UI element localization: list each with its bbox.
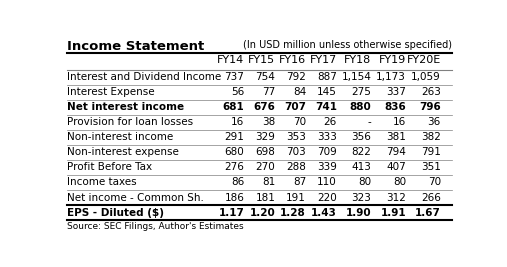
Text: 36: 36 (427, 117, 441, 127)
Text: 84: 84 (293, 88, 306, 97)
Text: 1.17: 1.17 (219, 207, 244, 218)
Text: 836: 836 (384, 103, 406, 112)
Text: 333: 333 (317, 132, 337, 143)
Text: 1,173: 1,173 (376, 72, 406, 83)
Text: Source: SEC Filings, Author's Estimates: Source: SEC Filings, Author's Estimates (67, 222, 244, 231)
Text: 707: 707 (284, 103, 306, 112)
Text: Interest Expense: Interest Expense (67, 88, 155, 97)
Text: 413: 413 (352, 163, 372, 172)
Text: 80: 80 (358, 178, 372, 187)
Text: 796: 796 (419, 103, 441, 112)
Text: 263: 263 (421, 88, 441, 97)
Text: 291: 291 (225, 132, 244, 143)
Text: Net interest income: Net interest income (67, 103, 185, 112)
Text: 26: 26 (323, 117, 337, 127)
Text: 676: 676 (254, 103, 275, 112)
Text: 312: 312 (386, 193, 406, 202)
Text: Income taxes: Income taxes (67, 178, 137, 187)
Text: 16: 16 (393, 117, 406, 127)
Text: FY17: FY17 (310, 55, 337, 65)
Text: 329: 329 (256, 132, 275, 143)
Text: EPS - Diluted ($): EPS - Diluted ($) (67, 207, 164, 218)
Text: 110: 110 (317, 178, 337, 187)
Text: 220: 220 (317, 193, 337, 202)
Text: 709: 709 (317, 147, 337, 158)
Text: 77: 77 (262, 88, 275, 97)
Text: Provision for loan losses: Provision for loan losses (67, 117, 194, 127)
Text: (In USD million unless otherwise specified): (In USD million unless otherwise specifi… (243, 40, 452, 50)
Text: 38: 38 (262, 117, 275, 127)
Text: 337: 337 (386, 88, 406, 97)
Text: 737: 737 (225, 72, 244, 83)
Text: 353: 353 (286, 132, 306, 143)
Text: 880: 880 (350, 103, 372, 112)
Text: 754: 754 (256, 72, 275, 83)
Text: Non-interest income: Non-interest income (67, 132, 173, 143)
Text: 681: 681 (223, 103, 244, 112)
Text: 382: 382 (421, 132, 441, 143)
Text: 794: 794 (386, 147, 406, 158)
Text: 70: 70 (428, 178, 441, 187)
Text: 288: 288 (286, 163, 306, 172)
Text: 791: 791 (421, 147, 441, 158)
Text: 56: 56 (231, 88, 244, 97)
Text: Interest and Dividend Income: Interest and Dividend Income (67, 72, 222, 83)
Text: 887: 887 (317, 72, 337, 83)
Text: 381: 381 (386, 132, 406, 143)
Text: FY14: FY14 (217, 55, 244, 65)
Text: 1.67: 1.67 (415, 207, 441, 218)
Text: 698: 698 (256, 147, 275, 158)
Text: 1.20: 1.20 (249, 207, 275, 218)
Text: 81: 81 (262, 178, 275, 187)
Text: 792: 792 (286, 72, 306, 83)
Text: 351: 351 (421, 163, 441, 172)
Text: -: - (368, 117, 372, 127)
Text: 80: 80 (393, 178, 406, 187)
Text: Income Statement: Income Statement (67, 40, 204, 53)
Text: 703: 703 (286, 147, 306, 158)
Text: FY15: FY15 (248, 55, 275, 65)
Text: 276: 276 (225, 163, 244, 172)
Text: 339: 339 (317, 163, 337, 172)
Text: 1,059: 1,059 (411, 72, 441, 83)
Text: Non-interest expense: Non-interest expense (67, 147, 179, 158)
Text: 191: 191 (286, 193, 306, 202)
Text: 181: 181 (256, 193, 275, 202)
Text: 266: 266 (421, 193, 441, 202)
Text: 680: 680 (225, 147, 244, 158)
Text: FY19: FY19 (379, 55, 406, 65)
Text: 741: 741 (315, 103, 337, 112)
Text: 16: 16 (231, 117, 244, 127)
Text: FY18: FY18 (344, 55, 372, 65)
Text: 86: 86 (231, 178, 244, 187)
Text: 1,154: 1,154 (342, 72, 372, 83)
Text: 1.91: 1.91 (381, 207, 406, 218)
Text: FY16: FY16 (279, 55, 306, 65)
Text: 407: 407 (386, 163, 406, 172)
Text: 145: 145 (317, 88, 337, 97)
Text: 270: 270 (256, 163, 275, 172)
Text: 822: 822 (352, 147, 372, 158)
Text: 323: 323 (352, 193, 372, 202)
Text: 87: 87 (293, 178, 306, 187)
Text: 356: 356 (352, 132, 372, 143)
Text: 1.43: 1.43 (311, 207, 337, 218)
Text: 186: 186 (225, 193, 244, 202)
Text: Profit Before Tax: Profit Before Tax (67, 163, 153, 172)
Text: 275: 275 (352, 88, 372, 97)
Text: Net income - Common Sh.: Net income - Common Sh. (67, 193, 204, 202)
Text: 70: 70 (293, 117, 306, 127)
Text: 1.90: 1.90 (346, 207, 372, 218)
Text: FY20E: FY20E (407, 55, 441, 65)
Text: 1.28: 1.28 (280, 207, 306, 218)
